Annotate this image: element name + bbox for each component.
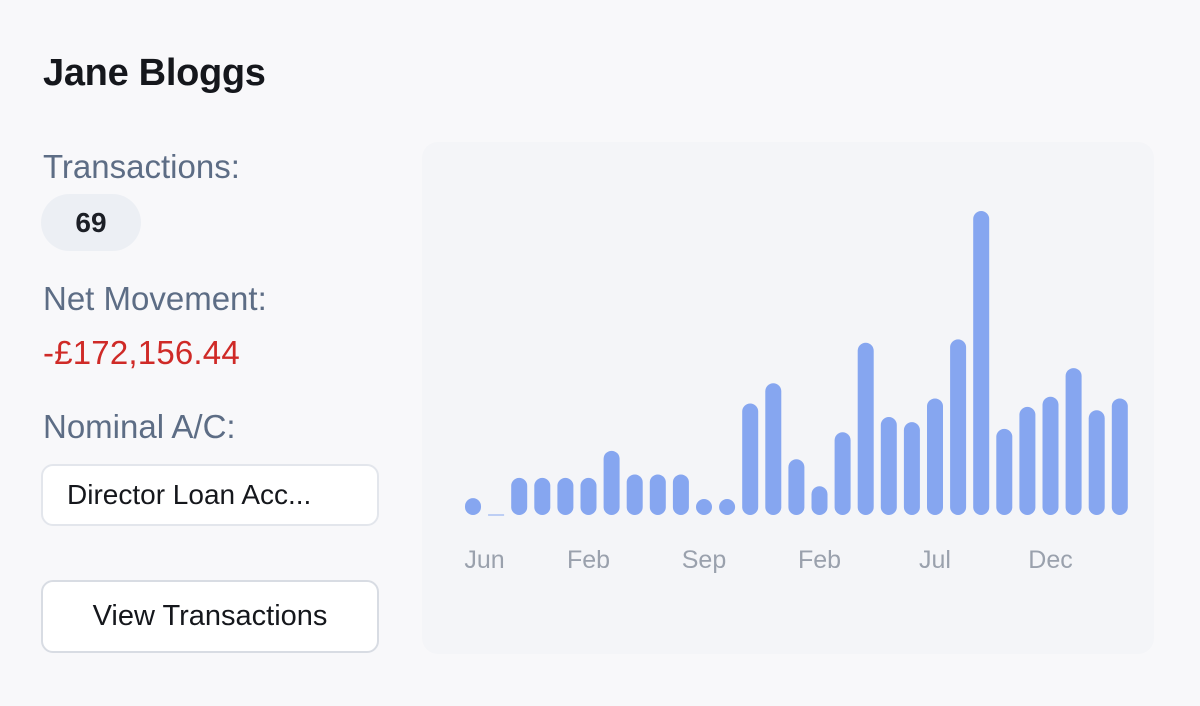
chart-bar — [719, 499, 736, 515]
chart-bar — [880, 417, 897, 515]
x-tick-label: Jun — [464, 546, 504, 574]
chart-bar — [788, 459, 805, 515]
chart-bar — [626, 474, 643, 515]
nominal-account-field[interactable]: Director Loan Acc... — [41, 464, 379, 526]
chart-bar — [649, 474, 666, 515]
chart-bar — [973, 211, 990, 515]
chart-bar — [603, 450, 620, 515]
chart-bar — [1111, 398, 1128, 515]
chart-bar — [672, 474, 689, 515]
x-tick-label: Feb — [798, 546, 841, 574]
chart-bar — [857, 342, 874, 515]
view-transactions-button[interactable]: View Transactions — [41, 580, 379, 653]
chart-bar — [511, 477, 528, 515]
nominal-account-value: Director Loan Acc... — [67, 479, 312, 510]
chart-bar — [580, 477, 597, 515]
chart-bar — [1088, 410, 1105, 515]
x-tick-label: Dec — [1028, 546, 1072, 574]
chart-bar — [1019, 406, 1036, 515]
net-movement-value: -£172,156.44 — [43, 334, 240, 371]
chart-bar — [765, 383, 782, 515]
chart-bar — [1042, 396, 1059, 515]
net-movement-label: Net Movement: — [43, 280, 267, 317]
account-name: Jane Bloggs — [43, 52, 266, 94]
x-tick-label: Jul — [919, 546, 951, 574]
chart-bar — [1065, 368, 1082, 515]
chart-bar — [696, 499, 712, 515]
x-tick-label: Feb — [567, 546, 610, 574]
chart-bar — [465, 498, 481, 515]
transactions-label: Transactions: — [43, 148, 240, 185]
transactions-bar-chart: Jun Feb Sep Feb Jul Dec — [464, 211, 1128, 574]
transactions-count-badge: 69 — [41, 194, 141, 251]
chart-bar — [811, 486, 828, 515]
chart-bar — [557, 477, 574, 515]
chart-bar — [996, 428, 1013, 515]
chart-bar — [950, 339, 967, 515]
chart-bar — [927, 398, 943, 515]
chart-bar — [903, 422, 920, 515]
transactions-chart: Jun Feb Sep Feb Jul Dec — [422, 142, 1154, 654]
chart-bar — [534, 477, 551, 515]
nominal-account-label: Nominal A/C: — [43, 408, 236, 445]
x-tick-label: Sep — [682, 546, 726, 574]
chart-bar — [742, 403, 759, 515]
chart-bar — [834, 432, 851, 515]
